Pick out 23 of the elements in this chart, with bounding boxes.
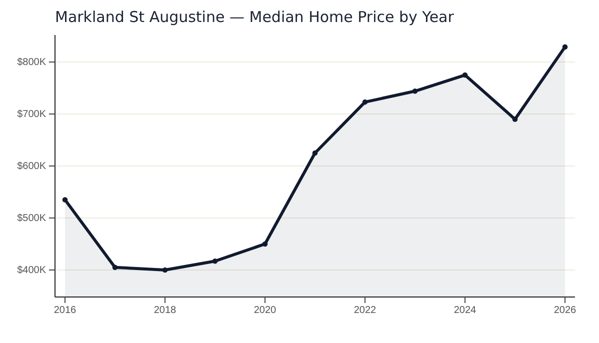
point: [462, 72, 468, 78]
y-tick-label: $800K: [17, 57, 46, 68]
point: [512, 116, 518, 122]
point: [412, 88, 418, 94]
chart-title: Markland St Augustine — Median Home Price by Year: [55, 8, 455, 26]
x-tick-label: 2026: [554, 305, 577, 316]
y-tick-label: $500K: [17, 213, 46, 224]
y-tick-label: $400K: [17, 265, 46, 276]
point: [562, 44, 568, 50]
x-tick-label: 2018: [154, 305, 177, 316]
x-tick-label: 2024: [454, 305, 477, 316]
y-tick-label: $700K: [17, 109, 46, 120]
point: [62, 197, 68, 202]
point: [162, 267, 168, 273]
point: [312, 150, 318, 156]
point: [112, 264, 118, 270]
point: [212, 258, 218, 264]
y-tick-label: $600K: [17, 161, 46, 172]
point: [362, 99, 368, 105]
x-tick-label: 2022: [354, 305, 377, 316]
point: [262, 241, 268, 247]
x-tick-label: 2020: [254, 305, 277, 316]
x-tick-label: 2016: [54, 305, 77, 316]
